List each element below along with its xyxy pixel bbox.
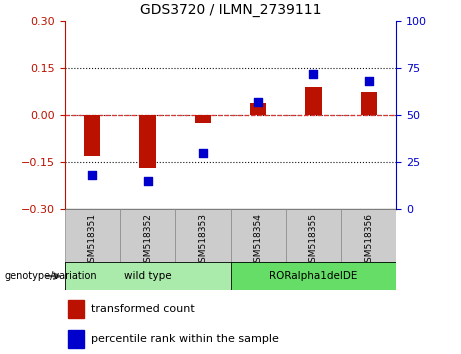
Bar bbox=[65, 262, 230, 290]
Bar bbox=[139, 115, 156, 168]
Text: GSM518356: GSM518356 bbox=[364, 213, 373, 268]
Bar bbox=[68, 300, 84, 318]
Point bbox=[144, 178, 151, 184]
Point bbox=[365, 79, 372, 84]
Bar bbox=[286, 209, 341, 262]
Bar bbox=[68, 330, 84, 348]
Bar bbox=[341, 209, 396, 262]
Bar bbox=[230, 209, 286, 262]
Bar bbox=[230, 262, 396, 290]
Bar bbox=[195, 115, 211, 123]
Text: GSM518353: GSM518353 bbox=[198, 213, 207, 268]
Bar bbox=[84, 115, 100, 156]
Point bbox=[254, 99, 262, 105]
Bar bbox=[120, 209, 175, 262]
Text: GSM518354: GSM518354 bbox=[254, 213, 263, 268]
Text: genotype/variation: genotype/variation bbox=[5, 271, 97, 281]
Bar bbox=[65, 209, 120, 262]
Bar bbox=[305, 87, 322, 115]
Text: percentile rank within the sample: percentile rank within the sample bbox=[91, 334, 279, 344]
Bar bbox=[250, 103, 266, 115]
Bar bbox=[361, 92, 377, 115]
Text: RORalpha1delDE: RORalpha1delDE bbox=[269, 271, 358, 281]
Text: GSM518352: GSM518352 bbox=[143, 213, 152, 268]
Point bbox=[199, 150, 207, 155]
Point bbox=[310, 71, 317, 76]
Bar bbox=[175, 209, 230, 262]
Text: GSM518355: GSM518355 bbox=[309, 213, 318, 268]
Text: transformed count: transformed count bbox=[91, 304, 195, 314]
Point bbox=[89, 172, 96, 178]
Text: wild type: wild type bbox=[124, 271, 171, 281]
Title: GDS3720 / ILMN_2739111: GDS3720 / ILMN_2739111 bbox=[140, 4, 321, 17]
Text: GSM518351: GSM518351 bbox=[88, 213, 97, 268]
